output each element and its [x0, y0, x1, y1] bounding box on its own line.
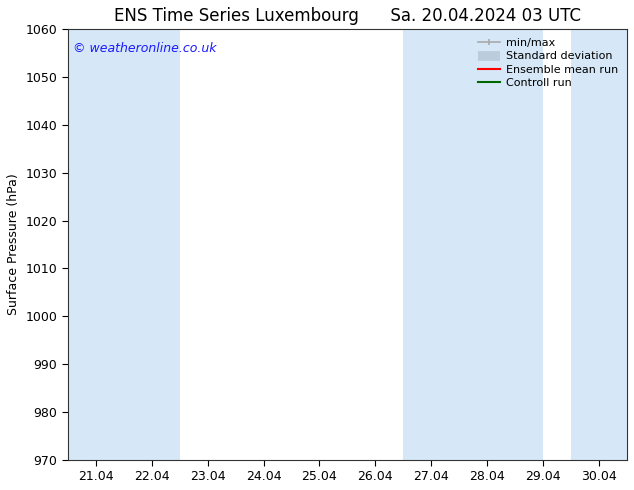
Bar [68, 29, 179, 460]
Legend: min/max, Standard deviation, Ensemble mean run, Controll run: min/max, Standard deviation, Ensemble me… [475, 35, 621, 92]
Bar [403, 29, 543, 460]
Y-axis label: Surface Pressure (hPa): Surface Pressure (hPa) [7, 173, 20, 316]
Title: ENS Time Series Luxembourg      Sa. 20.04.2024 03 UTC: ENS Time Series Luxembourg Sa. 20.04.202… [114, 7, 581, 25]
Text: © weatheronline.co.uk: © weatheronline.co.uk [74, 42, 217, 55]
Bar [571, 29, 627, 460]
